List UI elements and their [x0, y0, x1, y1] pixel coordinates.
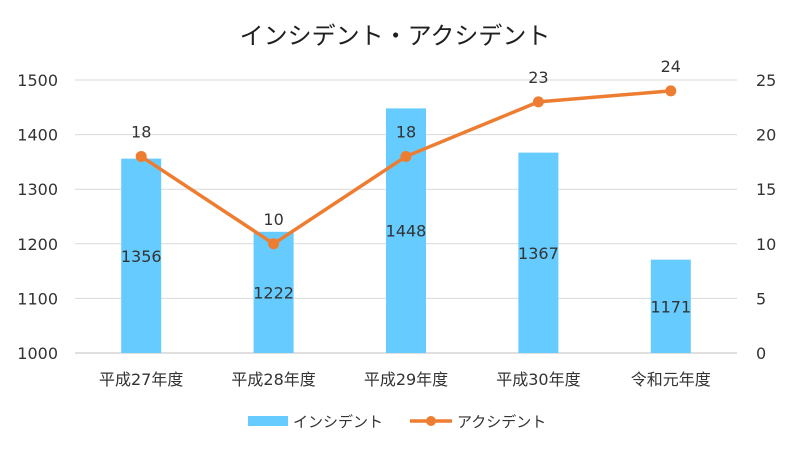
legend-label-incident: インシデント: [293, 413, 383, 431]
line-data-label: 23: [528, 68, 548, 87]
x-axis-category-label: 平成29年度: [364, 370, 448, 389]
bar-data-label: 1171: [650, 297, 691, 316]
line-data-label: 18: [396, 122, 416, 141]
left-axis-tick-label: 1200: [17, 235, 58, 254]
right-axis-tick-label: 15: [756, 180, 776, 199]
line-series: 18 10 18 23 24: [131, 57, 681, 250]
line-point: [135, 150, 147, 162]
bar-data-label: 1448: [386, 222, 427, 241]
bar: [650, 259, 691, 353]
left-axis-tick-label: 1000: [17, 344, 58, 363]
line-data-label: 10: [263, 210, 283, 229]
line-data-label: 18: [131, 122, 151, 141]
x-axis: 平成27年度 平成28年度 平成29年度 平成30年度 令和元年度: [99, 370, 711, 389]
right-axis-tick-label: 10: [756, 235, 776, 254]
bar-data-label: 1356: [121, 247, 162, 266]
left-axis-tick-label: 1100: [17, 289, 58, 308]
x-axis-category-label: 平成30年度: [496, 370, 580, 389]
left-axis-tick-label: 1500: [17, 71, 58, 90]
bar: [121, 158, 162, 353]
legend-label-accident: アクシデント: [457, 413, 546, 431]
right-axis-tick-label: 25: [756, 71, 776, 90]
bar-data-label: 1222: [253, 283, 294, 302]
chart-title: インシデント・アクシデント: [240, 22, 551, 50]
x-axis-category-label: 平成28年度: [231, 370, 315, 389]
bar: [518, 152, 559, 353]
line-point: [400, 150, 412, 162]
line-data-label: 24: [661, 57, 681, 76]
right-axis-tick-label: 0: [756, 344, 766, 363]
line-point: [665, 85, 677, 97]
legend-swatch-accident-marker: [426, 416, 436, 426]
bar: [253, 231, 294, 353]
left-axis-tick-label: 1300: [17, 180, 58, 199]
legend-swatch-incident: [248, 416, 288, 426]
bar-data-label: 1367: [518, 244, 559, 263]
right-axis-tick-label: 20: [756, 126, 776, 145]
x-axis-category-label: 平成27年度: [99, 370, 183, 389]
line-point: [532, 96, 544, 108]
right-axis: 0 5 10 15 20 25: [756, 71, 776, 363]
left-axis: 1000 1100 1200 1300 1400 1500: [17, 71, 58, 363]
bar-series: 1356 1222 1448 1367 1171: [121, 108, 691, 353]
line-point: [268, 238, 280, 250]
right-axis-tick-label: 5: [756, 289, 766, 308]
left-axis-tick-label: 1400: [17, 126, 58, 145]
x-axis-category-label: 令和元年度: [631, 370, 711, 389]
legend: インシデント アクシデント: [248, 413, 546, 431]
